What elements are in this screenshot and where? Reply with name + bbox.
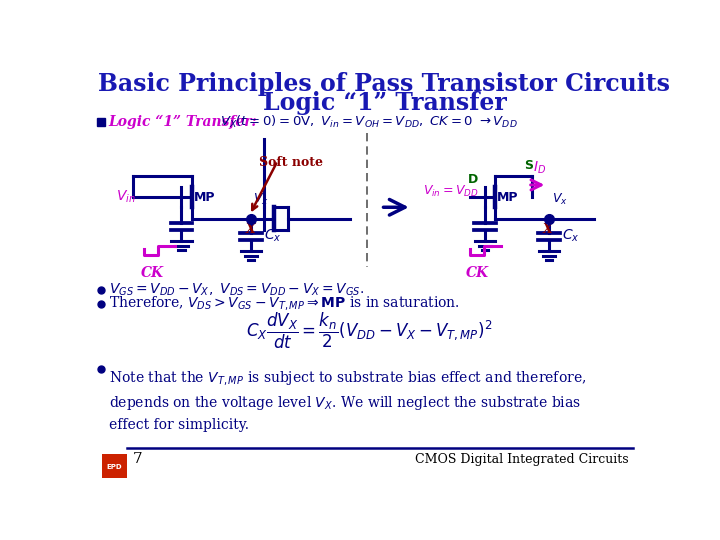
Text: EPD: EPD bbox=[107, 464, 122, 470]
Text: CK: CK bbox=[140, 266, 163, 280]
Text: Therefore, $\mathit{V_{DS}}$$>$$\mathit{V_{GS}} - \mathit{V_{T,MP}}$$\Rightarrow: Therefore, $\mathit{V_{DS}}$$>$$\mathit{… bbox=[109, 294, 459, 313]
Text: $C_x$: $C_x$ bbox=[562, 227, 580, 244]
Text: Soft note: Soft note bbox=[259, 156, 323, 168]
FancyBboxPatch shape bbox=[102, 455, 127, 477]
Text: D: D bbox=[468, 173, 478, 186]
Text: $C_x$: $C_x$ bbox=[264, 227, 282, 244]
Text: 7: 7 bbox=[133, 452, 143, 466]
Text: $V_x$: $V_x$ bbox=[552, 192, 567, 207]
Text: CK: CK bbox=[466, 266, 489, 280]
Text: Note that the $\mathit{V_{T,MP}}$ is subject to substrate bias effect and theref: Note that the $\mathit{V_{T,MP}}$ is sub… bbox=[109, 369, 586, 432]
Text: Logic “1” Transfer:: Logic “1” Transfer: bbox=[109, 114, 257, 129]
Text: $C_X \dfrac{dV_X}{dt} = \dfrac{k_n}{2}\left(V_{DD} - V_X - V_{T,MP}\right)^2$: $C_X \dfrac{dV_X}{dt} = \dfrac{k_n}{2}\l… bbox=[246, 310, 492, 350]
Text: Logic “1” Transfer: Logic “1” Transfer bbox=[263, 91, 506, 115]
Text: $V_{in}$: $V_{in}$ bbox=[116, 189, 135, 205]
Text: CMOS Digital Integrated Circuits: CMOS Digital Integrated Circuits bbox=[415, 453, 629, 465]
Text: X: X bbox=[246, 224, 256, 237]
Text: MP: MP bbox=[194, 191, 215, 204]
Text: S: S bbox=[524, 159, 533, 172]
Text: $I_D$: $I_D$ bbox=[533, 159, 546, 176]
Text: $V_{GS} = V_{DD} - V_X,\ V_{DS} = V_{DD} - V_X = V_{GS}.$: $V_{GS} = V_{DD} - V_X,\ V_{DS} = V_{DD}… bbox=[109, 281, 364, 298]
Text: X: X bbox=[543, 224, 553, 237]
Text: $V_X(t{=}0){=}0\mathrm{V},\ V_{in}{=}V_{OH}{=}V_{DD},\ CK{=}0\ {\rightarrow}V_{D: $V_X(t{=}0){=}0\mathrm{V},\ V_{in}{=}V_{… bbox=[220, 114, 518, 130]
Text: $V_x$: $V_x$ bbox=[253, 192, 269, 207]
Text: MP: MP bbox=[497, 191, 518, 204]
Text: Basic Principles of Pass Transistor Circuits: Basic Principles of Pass Transistor Circ… bbox=[99, 72, 670, 97]
Text: $V_{in}{=}V_{DD}$: $V_{in}{=}V_{DD}$ bbox=[423, 184, 479, 199]
